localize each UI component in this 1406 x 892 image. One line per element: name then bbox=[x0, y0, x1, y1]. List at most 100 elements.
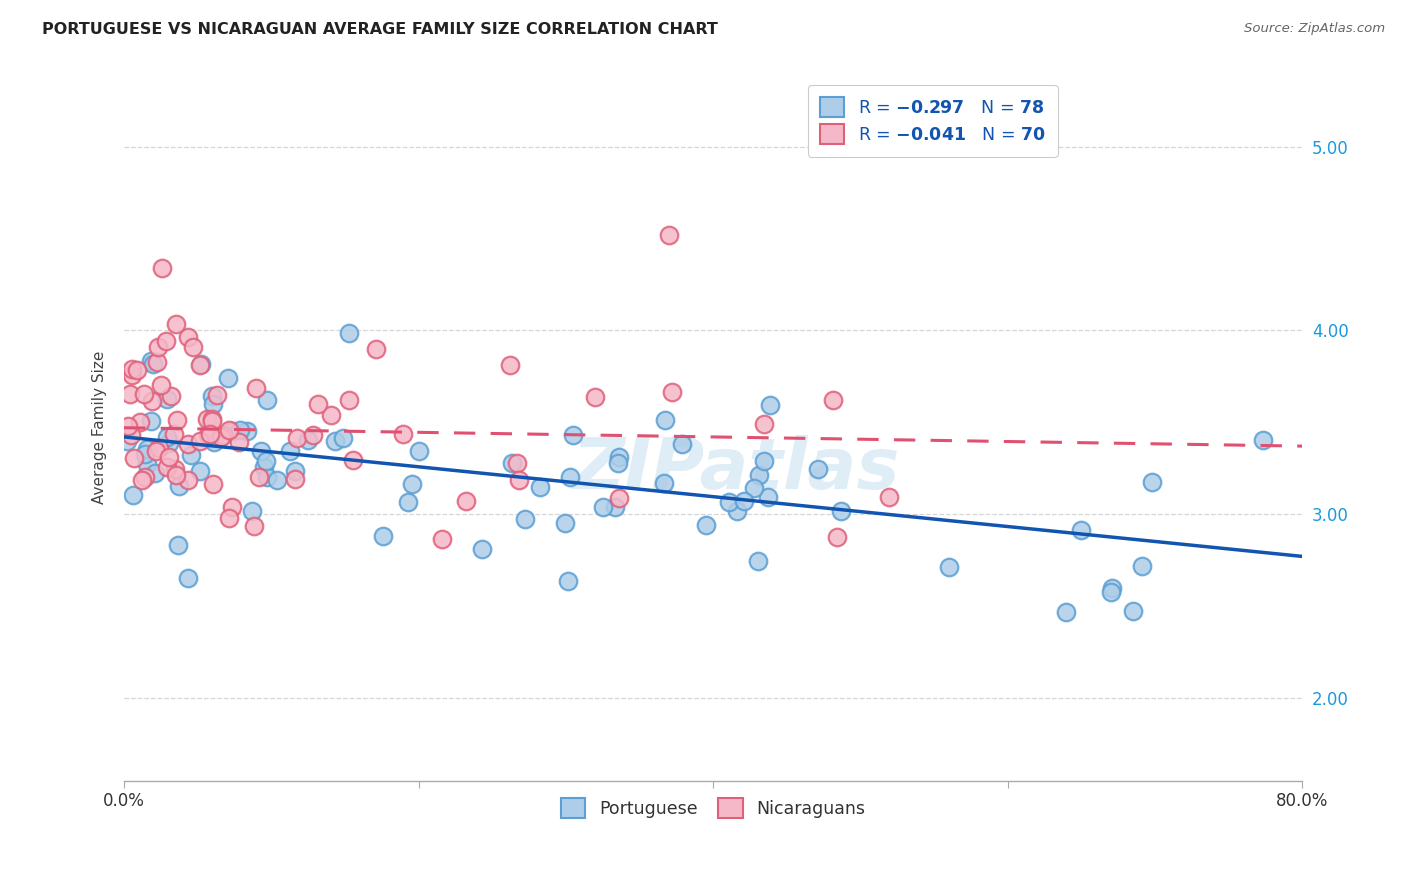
Point bbox=[177, 436, 200, 450]
Point bbox=[134, 447, 156, 461]
Point bbox=[501, 456, 523, 470]
Point bbox=[558, 470, 581, 484]
Point bbox=[159, 450, 181, 464]
Point bbox=[167, 538, 190, 552]
Point bbox=[759, 398, 782, 412]
Point bbox=[754, 454, 776, 468]
Point bbox=[188, 358, 211, 372]
Point bbox=[284, 464, 307, 478]
Point bbox=[148, 340, 170, 354]
Point bbox=[201, 414, 224, 428]
Point bbox=[221, 424, 243, 438]
Point bbox=[342, 453, 364, 467]
Point bbox=[671, 436, 693, 450]
Point bbox=[249, 443, 271, 458]
Point bbox=[201, 412, 224, 426]
Point bbox=[139, 353, 162, 368]
Point bbox=[396, 495, 419, 509]
Point bbox=[198, 426, 221, 441]
Point bbox=[371, 529, 394, 543]
Point bbox=[592, 500, 614, 515]
Point bbox=[825, 531, 848, 545]
Point bbox=[1253, 433, 1275, 447]
Point bbox=[125, 362, 148, 376]
Point bbox=[733, 494, 755, 508]
Point bbox=[432, 533, 454, 547]
Point bbox=[256, 392, 278, 407]
Point bbox=[166, 318, 188, 332]
Point bbox=[188, 434, 211, 448]
Point bbox=[408, 444, 430, 458]
Point bbox=[141, 393, 163, 408]
Point bbox=[209, 430, 232, 444]
Point bbox=[163, 426, 186, 441]
Point bbox=[718, 495, 741, 509]
Point bbox=[557, 574, 579, 588]
Point bbox=[807, 461, 830, 475]
Point bbox=[256, 470, 278, 484]
Point bbox=[211, 427, 233, 442]
Point bbox=[142, 357, 165, 371]
Point bbox=[337, 393, 360, 408]
Point bbox=[131, 473, 153, 487]
Point bbox=[121, 488, 143, 502]
Point bbox=[366, 342, 388, 356]
Point bbox=[506, 456, 529, 470]
Point bbox=[471, 541, 494, 556]
Point bbox=[183, 340, 205, 354]
Point bbox=[515, 512, 537, 526]
Point bbox=[1070, 524, 1092, 538]
Point bbox=[561, 428, 583, 442]
Text: Source: ZipAtlas.com: Source: ZipAtlas.com bbox=[1244, 22, 1385, 36]
Point bbox=[607, 450, 630, 464]
Point bbox=[321, 408, 343, 422]
Point bbox=[197, 428, 219, 442]
Point bbox=[221, 500, 243, 514]
Point bbox=[228, 434, 250, 449]
Point bbox=[266, 473, 288, 487]
Point bbox=[120, 428, 142, 442]
Point bbox=[202, 434, 225, 449]
Point bbox=[529, 480, 551, 494]
Point bbox=[165, 467, 187, 482]
Point bbox=[1130, 559, 1153, 574]
Point bbox=[163, 462, 186, 476]
Point bbox=[652, 475, 675, 490]
Point bbox=[554, 516, 576, 531]
Point bbox=[603, 500, 626, 514]
Point bbox=[155, 334, 177, 348]
Point bbox=[323, 434, 346, 449]
Point bbox=[143, 467, 166, 481]
Point bbox=[124, 450, 146, 465]
Point bbox=[218, 511, 240, 525]
Point bbox=[121, 362, 143, 376]
Point bbox=[139, 414, 162, 428]
Point bbox=[256, 454, 278, 468]
Text: PORTUGUESE VS NICARAGUAN AVERAGE FAMILY SIZE CORRELATION CHART: PORTUGUESE VS NICARAGUAN AVERAGE FAMILY … bbox=[42, 22, 718, 37]
Point bbox=[830, 504, 852, 518]
Point bbox=[938, 560, 960, 574]
Point bbox=[695, 518, 717, 533]
Point bbox=[823, 393, 845, 408]
Point bbox=[658, 227, 681, 242]
Point bbox=[217, 370, 239, 384]
Point bbox=[149, 378, 172, 392]
Point bbox=[218, 423, 240, 437]
Point bbox=[756, 490, 779, 504]
Point bbox=[136, 457, 159, 471]
Point bbox=[167, 479, 190, 493]
Point bbox=[332, 431, 354, 445]
Point bbox=[160, 388, 183, 402]
Point bbox=[725, 504, 748, 518]
Point bbox=[117, 419, 139, 434]
Point bbox=[205, 388, 228, 402]
Point bbox=[247, 469, 270, 483]
Point bbox=[508, 473, 530, 487]
Point bbox=[180, 448, 202, 462]
Point bbox=[243, 519, 266, 533]
Point bbox=[607, 456, 630, 470]
Point bbox=[235, 424, 257, 438]
Legend: Portuguese, Nicaraguans: Portuguese, Nicaraguans bbox=[554, 791, 873, 825]
Y-axis label: Average Family Size: Average Family Size bbox=[93, 351, 107, 503]
Point bbox=[392, 426, 415, 441]
